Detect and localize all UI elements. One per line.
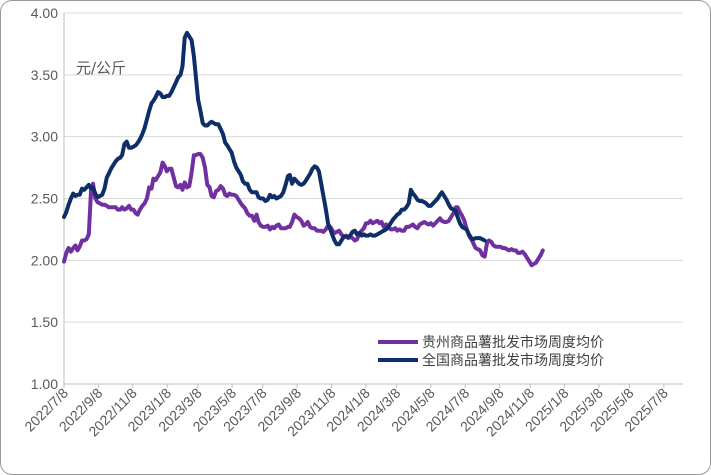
legend-label-1: 全国商品薯批发市场周度均价	[422, 352, 604, 369]
y-tick-label: 2.00	[31, 252, 58, 268]
gridlines	[64, 12, 683, 323]
y-tick-label: 1.50	[31, 314, 58, 330]
series-group	[62, 30, 545, 268]
y-tick-label: 3.00	[31, 129, 58, 145]
y-tick-label: 4.00	[31, 5, 58, 21]
y-tick-label: 1.00	[31, 376, 58, 392]
y-tick-label: 3.50	[31, 67, 58, 83]
y-tick-label: 2.50	[31, 191, 58, 207]
legend-label-0: 贵州商品薯批发市场周度均价	[422, 334, 604, 351]
y-axis: 1.00 1.50 2.00 2.50 3.00 3.50 4.00	[31, 5, 65, 392]
x-axis: 2022/7/82022/9/82022/11/82023/1/82023/3/…	[21, 383, 683, 439]
unit-label: 元/公斤	[76, 59, 126, 77]
series-line-1	[62, 30, 487, 247]
series-line-0	[62, 152, 545, 268]
